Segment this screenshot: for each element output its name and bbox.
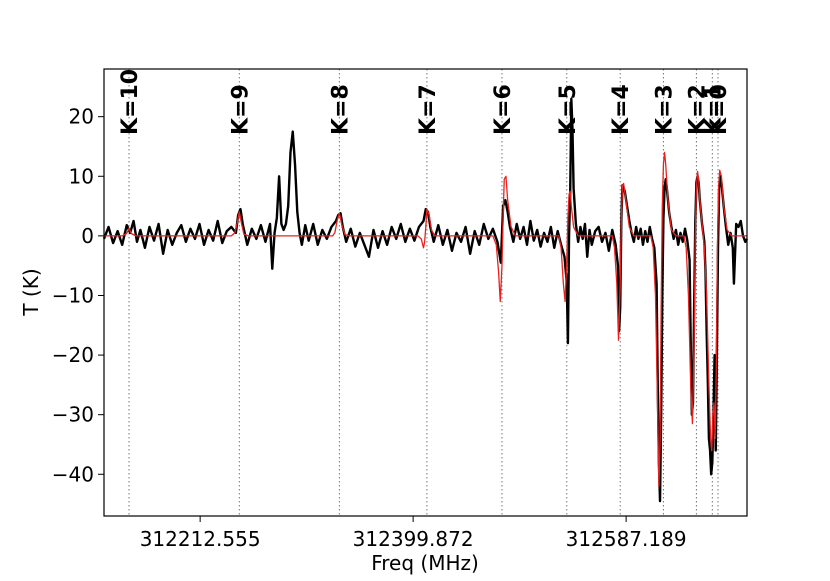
y-axis-title: T (K) xyxy=(19,268,43,316)
k-label-1: K=9 xyxy=(228,84,253,135)
x-axis-title: Freq (MHz) xyxy=(371,551,479,575)
x-tick-label-1: 312399.872 xyxy=(353,527,474,551)
x-axis-ticks: 312212.555 312399.872 312587.189 xyxy=(140,516,687,551)
y-tick-label-1: 10 xyxy=(69,164,94,188)
k-label-6: K=4 xyxy=(609,84,634,135)
series-line-0 xyxy=(102,97,749,503)
series-layer xyxy=(102,97,749,503)
k-label-5: K=5 xyxy=(556,84,581,135)
k-line-markers xyxy=(128,69,719,516)
k-label-10: K=0 xyxy=(707,84,732,135)
y-tick-label-0: 20 xyxy=(69,105,94,129)
k-labels: K=10 K=9 K=8 K=7 K=6 K=5 K=4 K=3 K=2K=1K=0 xyxy=(118,69,732,135)
k-label-4: K=6 xyxy=(491,84,516,135)
x-tick-label-2: 312587.189 xyxy=(566,527,687,551)
y-tick-label-3: −10 xyxy=(52,283,94,307)
k-label-3: K=7 xyxy=(416,84,441,135)
k-label-8: K=2 xyxy=(685,84,710,135)
y-tick-label-6: −40 xyxy=(52,462,94,486)
y-axis-ticks: 20 10 0 −10 −20 −30 −40 xyxy=(52,105,104,486)
k-label-0: K=10 xyxy=(118,69,143,135)
x-tick-label-0: 312212.555 xyxy=(140,527,261,551)
y-tick-label-2: 0 xyxy=(81,224,94,248)
y-tick-label-4: −20 xyxy=(52,343,94,367)
y-tick-label-5: −30 xyxy=(52,403,94,427)
k-label-7: K=3 xyxy=(652,84,677,135)
series-line-1 xyxy=(104,151,747,487)
plot-frame xyxy=(103,68,748,517)
k-label-2: K=8 xyxy=(328,84,353,135)
k-label-9: K=1 xyxy=(701,84,726,135)
